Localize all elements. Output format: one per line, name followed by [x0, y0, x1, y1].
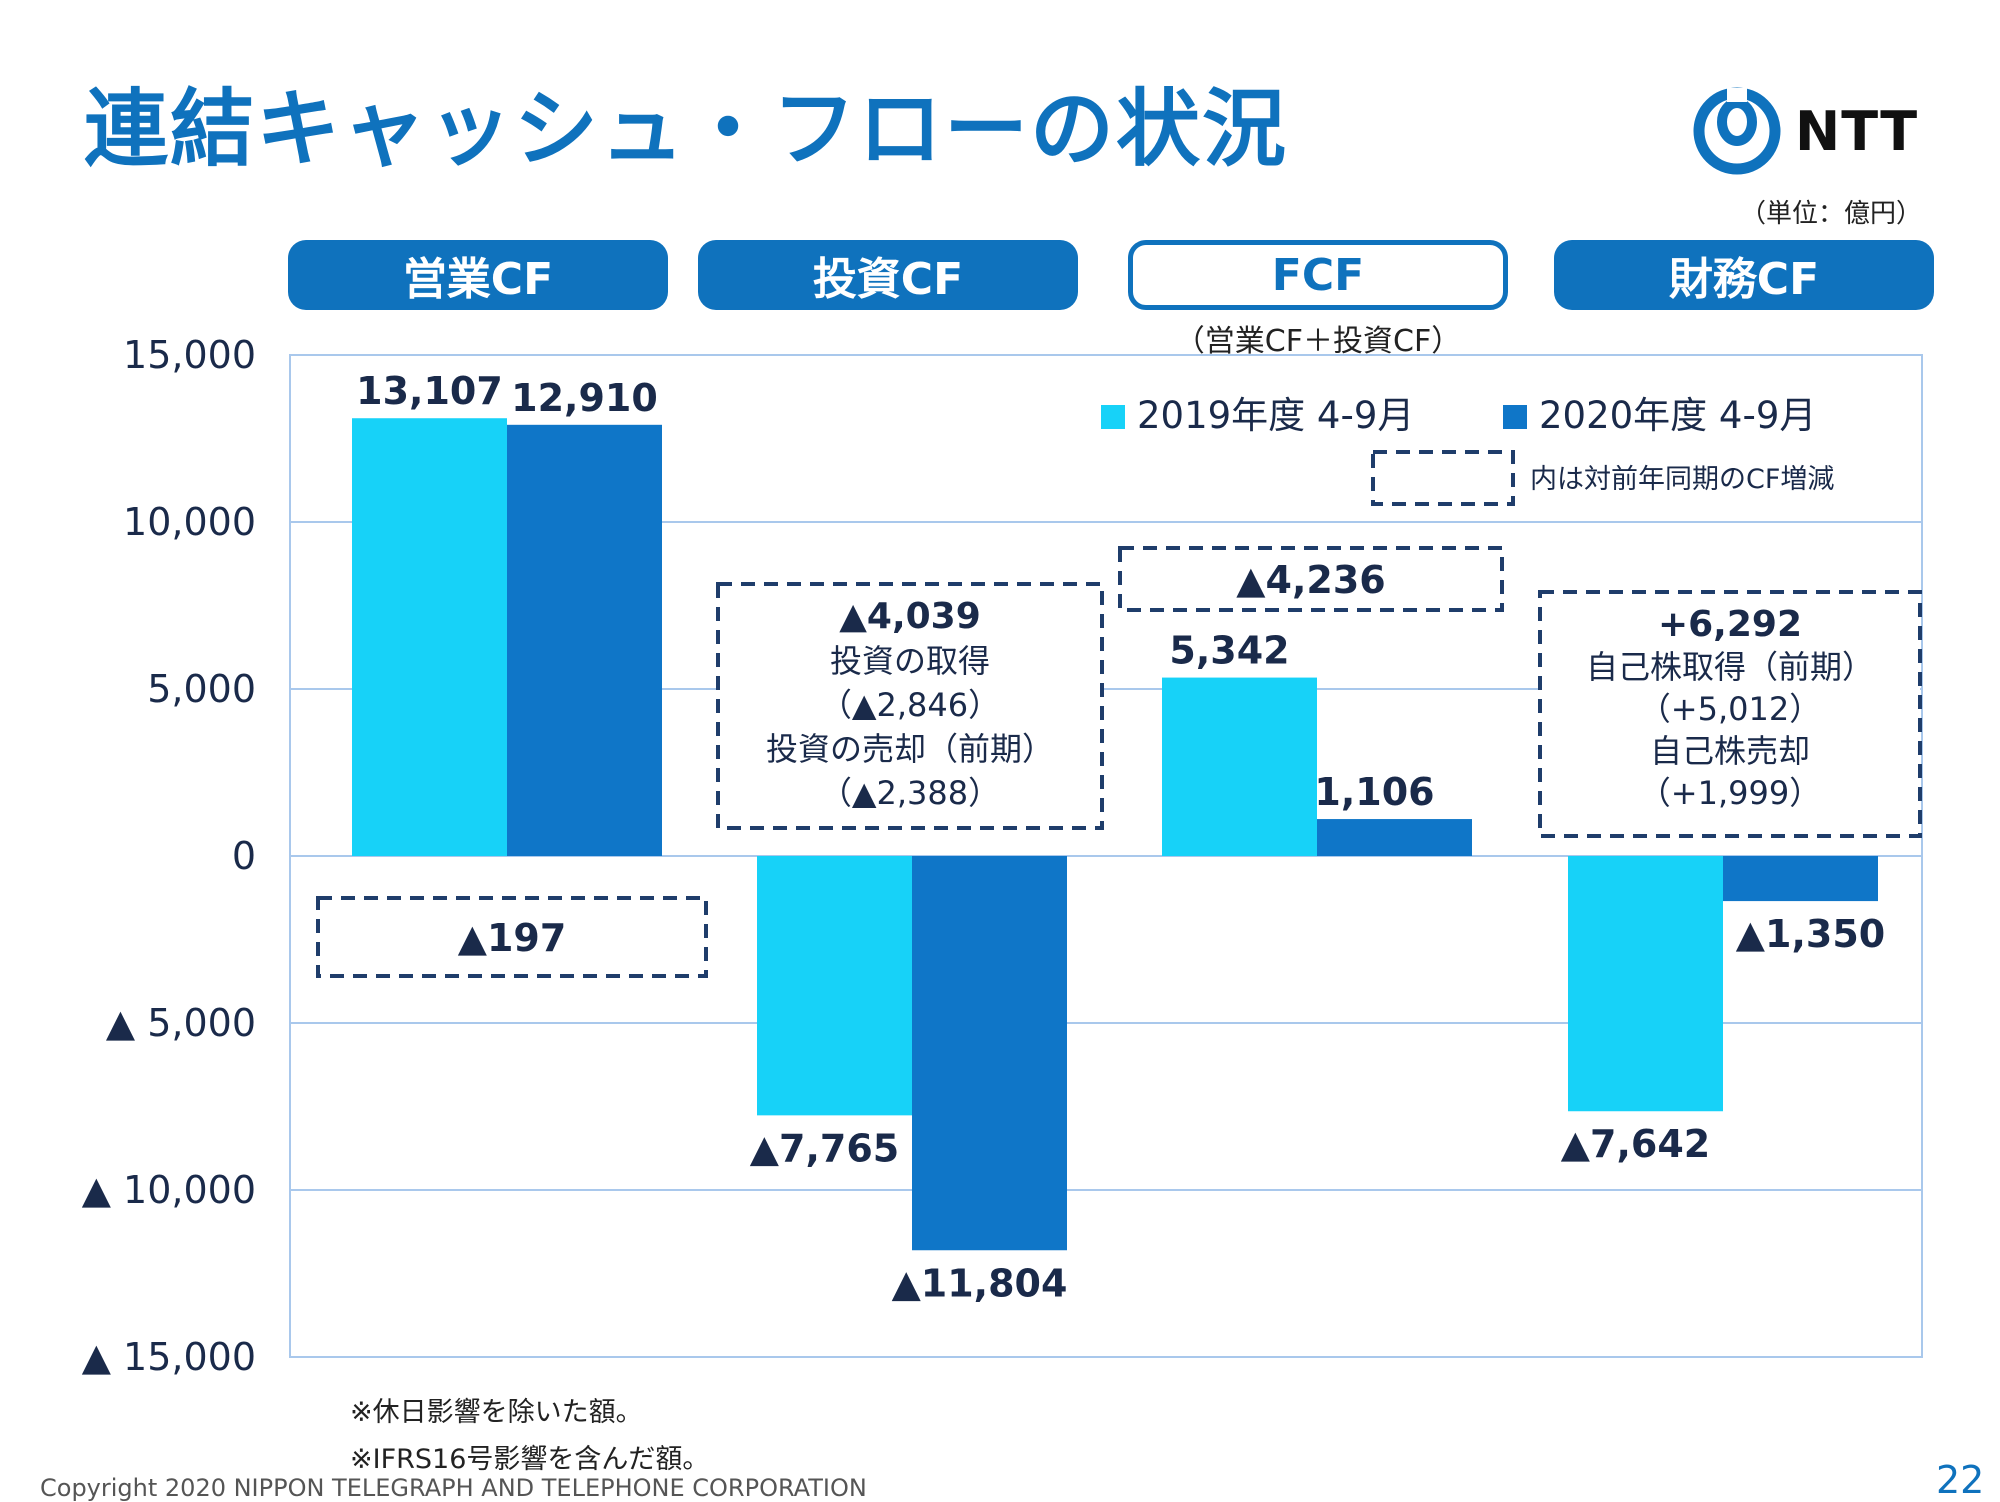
annotation-box — [1538, 590, 1922, 838]
annotation-text: （+5,012） — [1639, 690, 1821, 728]
legend-swatch — [1503, 405, 1527, 429]
copyright: Copyright 2020 NIPPON TELEGRAPH AND TELE… — [40, 1474, 867, 1502]
annotation-text: 自己株売却 — [1650, 732, 1810, 770]
data-label: 12,910 — [511, 376, 658, 420]
data-label: 1,106 — [1314, 770, 1434, 814]
y-tick-label: 15,000 — [123, 333, 256, 377]
page-number: 22 — [1936, 1458, 1985, 1502]
bar — [757, 856, 912, 1116]
annotation-box — [716, 582, 1104, 830]
data-label: 5,342 — [1169, 629, 1289, 673]
header-financing-cf: 財務CF — [1554, 240, 1934, 310]
data-label: ▲7,765 — [750, 1126, 899, 1170]
bar — [352, 418, 507, 856]
y-tick-label: 0 — [232, 834, 256, 878]
page-title: 連結キャッシュ・フローの状況 — [84, 80, 1289, 178]
footnote-ifrs16: ※IFRS16号影響を含んだ額。 — [350, 1444, 710, 1475]
bar — [1568, 856, 1723, 1112]
annotation-text: 投資の売却（前期） — [766, 730, 1054, 768]
legend-label: 2019年度 4-9月 — [1137, 394, 1414, 437]
data-label: ▲1,350 — [1736, 912, 1885, 956]
annotation-box — [1118, 546, 1504, 612]
data-label: ▲11,804 — [892, 1261, 1068, 1305]
annotation-text: ▲4,236 — [1236, 558, 1385, 602]
annotation-text: （▲2,388） — [820, 774, 1000, 812]
ntt-logo: NTT — [1692, 86, 1922, 176]
annotation-text: 自己株取得（前期） — [1586, 648, 1874, 686]
logo-wordmark: NTT — [1795, 100, 1919, 163]
header-operating-cf: 営業CF — [288, 240, 668, 310]
header-investing-cf: 投資CF — [698, 240, 1078, 310]
footnote-holiday: ※休日影響を除いた額。 — [350, 1397, 643, 1428]
annotation-text: +6,292 — [1658, 604, 1802, 645]
y-tick-label: ▲ 10,000 — [82, 1168, 256, 1212]
y-tick-label: ▲ 5,000 — [106, 1001, 256, 1045]
bar — [507, 424, 662, 856]
annotation-box — [316, 896, 708, 978]
annotation-text: ▲4,039 — [839, 596, 981, 637]
y-tick-label: ▲ 15,000 — [82, 1335, 256, 1379]
legend-annotation-swatch — [1371, 450, 1515, 506]
y-tick-label: 5,000 — [147, 667, 256, 711]
legend-swatch — [1101, 405, 1125, 429]
annotation-text: （▲2,846） — [820, 686, 1000, 724]
bar — [912, 856, 1067, 1251]
ntt-logo-icon — [1693, 87, 1781, 175]
bar — [1723, 856, 1878, 902]
legend-label: 2020年度 4-9月 — [1539, 394, 1816, 437]
bar — [1162, 677, 1317, 856]
annotation-text: 投資の取得 — [830, 642, 990, 680]
header-fcf-sublabel: （営業CF＋投資CF） — [1174, 324, 1462, 359]
y-tick-label: 10,000 — [123, 500, 256, 544]
annotation-text: ▲197 — [458, 916, 567, 960]
annotation-text: （+1,999） — [1639, 774, 1821, 812]
bar — [1317, 819, 1472, 856]
unit-note: （単位：億円） — [1740, 199, 1923, 229]
data-label: ▲7,642 — [1561, 1122, 1710, 1166]
data-label: 13,107 — [356, 369, 503, 413]
header-fcf: FCF — [1128, 240, 1508, 310]
legend-annotation-label: 内は対前年同期のCF増減 — [1530, 464, 1834, 495]
